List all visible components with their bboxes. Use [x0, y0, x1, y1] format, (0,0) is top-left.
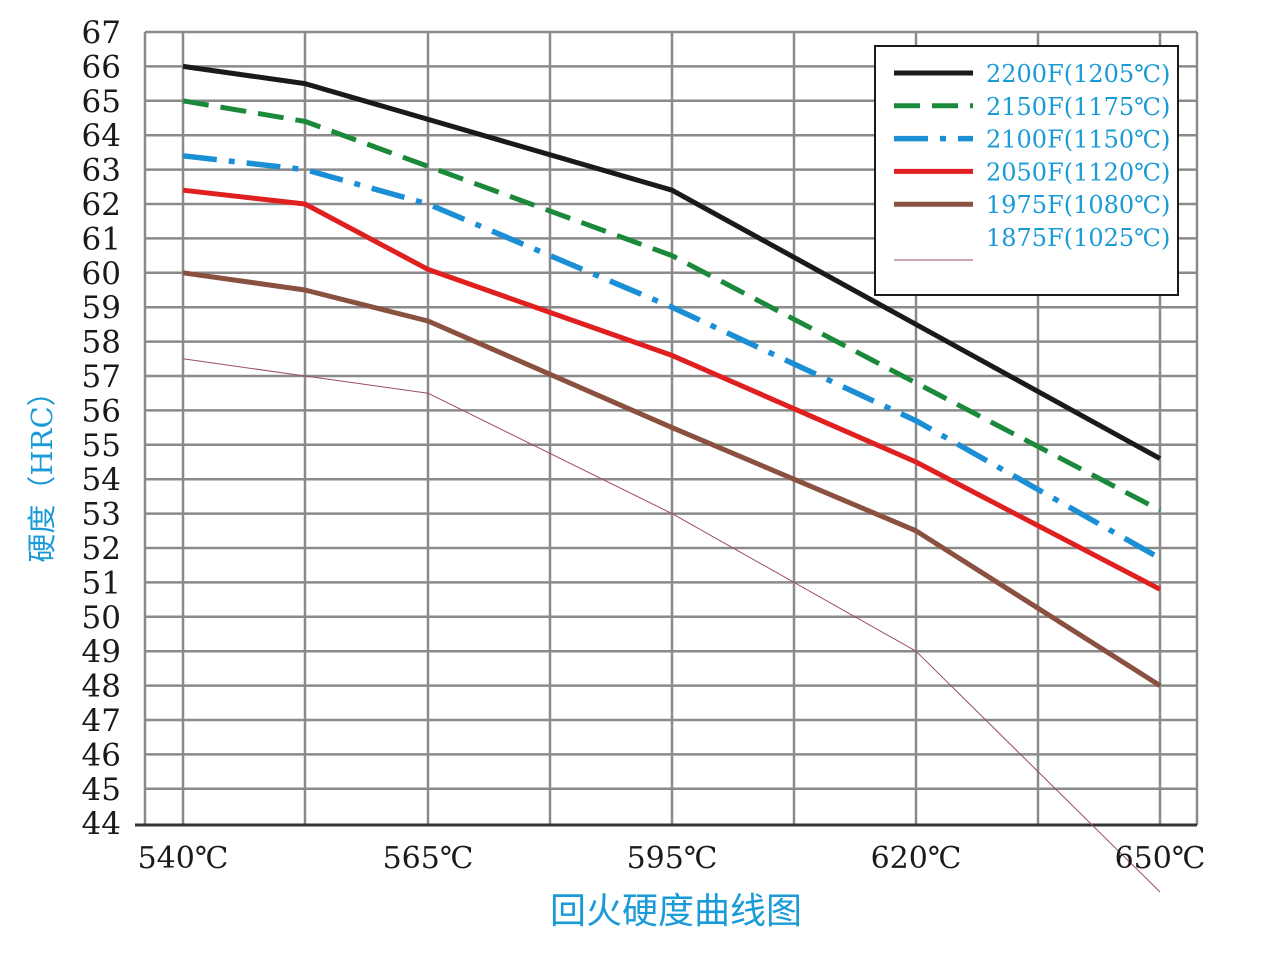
y-tick-label: 49 [82, 634, 121, 670]
y-tick-label: 51 [82, 565, 121, 601]
x-tick-labels: 540℃ 565℃ 595℃ 620℃ 650℃ [138, 841, 1206, 876]
x-tick-label: 565℃ [383, 841, 474, 876]
y-tick-label: 66 [82, 49, 121, 85]
y-tick-label: 45 [82, 772, 121, 808]
x-tick-label: 650℃ [1115, 841, 1206, 876]
x-axis-label: 回火硬度曲线图 [550, 891, 802, 932]
y-tick-label: 61 [82, 221, 121, 257]
y-tick-label: 63 [82, 153, 121, 189]
y-tick-label: 65 [82, 84, 121, 120]
y-tick-label: 52 [82, 531, 121, 567]
y-tick-label: 58 [82, 325, 121, 361]
y-tick-label: 50 [82, 600, 121, 636]
x-tick-label: 620℃ [871, 841, 962, 876]
x-tick-label: 595℃ [627, 841, 718, 876]
y-tick-label: 46 [82, 737, 121, 773]
series-line-4 [182, 187, 1162, 592]
y-tick-label: 48 [82, 669, 121, 705]
y-tick-labels: 6766656463626160595857565554535251504948… [82, 15, 121, 842]
y-tick-label: 53 [82, 497, 121, 533]
legend-label-2: 2150F(1175℃) [986, 93, 1170, 121]
series-line-5 [182, 270, 1162, 688]
series-line-1 [182, 63, 1162, 461]
y-tick-label: 62 [82, 187, 121, 223]
legend-label-6: 1875F(1025℃) [986, 224, 1170, 252]
legend-label-1: 2200F(1205℃) [986, 60, 1170, 88]
y-tick-label: 57 [82, 359, 121, 395]
y-tick-label: 54 [82, 462, 121, 498]
y-tick-label: 56 [82, 393, 121, 429]
legend-label-3: 2100F(1150℃) [986, 126, 1170, 154]
x-tick-label: 540℃ [138, 841, 229, 876]
y-axis-label: 硬度（HRC） [25, 377, 59, 562]
y-tick-label: 64 [82, 118, 121, 154]
y-tick-label: 60 [82, 256, 121, 292]
series-line-6 [182, 358, 1161, 893]
legend: 2200F(1205℃) 2150F(1175℃) 2100F(1150℃) 2050… [874, 45, 1179, 296]
legend-label-5: 1975F(1080℃) [986, 191, 1170, 219]
legend-label-4: 2050F(1120℃) [986, 158, 1170, 186]
series-line-2 [182, 98, 1162, 513]
y-tick-label: 47 [82, 703, 121, 739]
series-lines [182, 63, 1162, 893]
y-tick-label: 67 [82, 15, 121, 51]
y-tick-label: 55 [82, 428, 121, 464]
y-tick-label: 44 [82, 806, 121, 842]
y-tick-label: 59 [82, 290, 121, 326]
